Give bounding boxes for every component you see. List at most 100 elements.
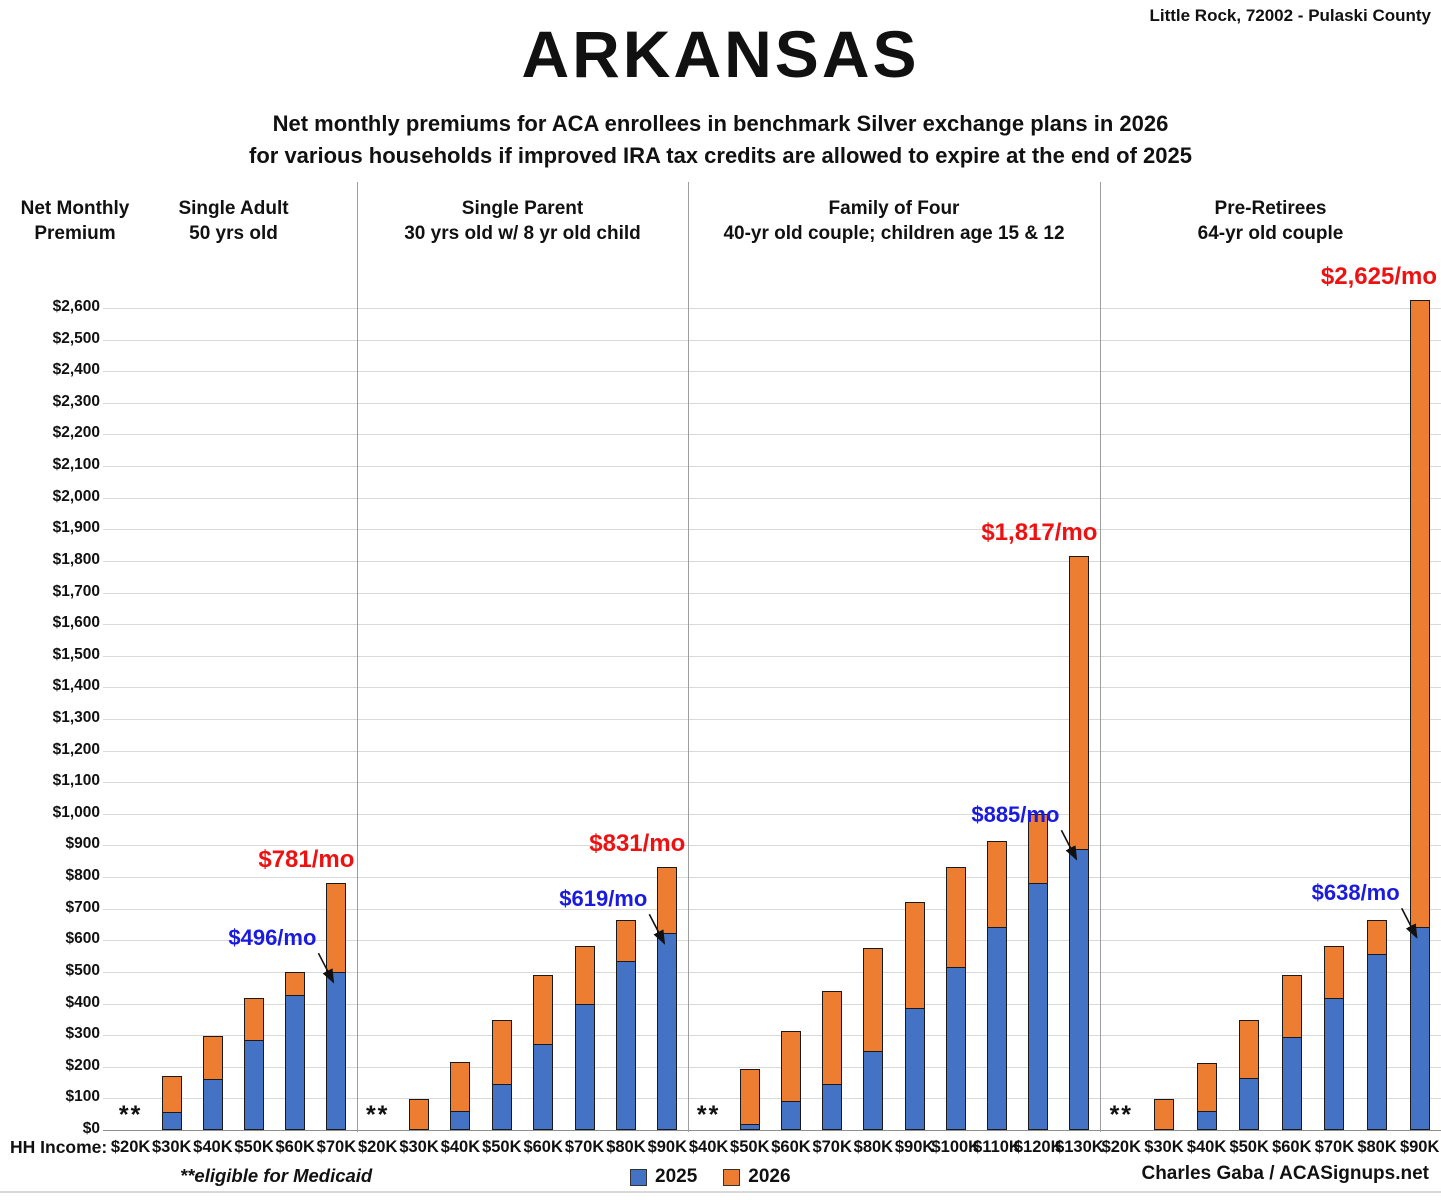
annotation-2026-label: $1,817/mo: [981, 518, 1098, 546]
bar-2025-segment: [491, 1084, 512, 1130]
y-tick-label: $2,200: [52, 424, 100, 442]
gridline: [103, 750, 1441, 752]
x-tick-label: $30K: [1144, 1138, 1184, 1156]
annotation-2025-label: $638/mo: [1311, 880, 1400, 906]
x-tick-label: $80K: [606, 1138, 646, 1156]
bar-2026-segment: [1367, 919, 1388, 1130]
annotation-2026-label: $831/mo: [589, 830, 686, 858]
gridline: [103, 687, 1441, 689]
plot-area: [103, 295, 1441, 1131]
y-tick-label: $900: [65, 835, 100, 853]
gridline: [103, 371, 1441, 373]
y-tick-label: $300: [65, 1025, 100, 1043]
bar-2026-segment: [1153, 1099, 1174, 1130]
x-tick-label: $20K: [110, 1138, 151, 1156]
bar-2025-segment: [1196, 1110, 1217, 1130]
y-tick-label: $1,000: [52, 803, 100, 821]
bar-2025-segment: [615, 960, 636, 1130]
bar-2026-segment: [450, 1062, 471, 1130]
gridline: [103, 466, 1441, 468]
chart-title: ARKANSAS: [521, 17, 920, 91]
medicaid-marker: **: [1109, 1101, 1134, 1129]
x-tick-label: $70K: [564, 1138, 605, 1156]
y-tick-label: $2,100: [52, 456, 100, 474]
y-tick-label: $2,600: [52, 298, 100, 315]
chart-subtitle-line1: Net monthly premiums for ACA enrollees i…: [272, 111, 1169, 136]
bar-2025-segment: [1324, 998, 1345, 1130]
bar-2026-segment: [1196, 1062, 1217, 1130]
chart-subtitle-line2: for various households if improved IRA t…: [249, 142, 1192, 168]
gridline: [103, 1035, 1441, 1037]
y-axis-tick-labels: $0 $100 $200 $300 $400 $500 $600 $700 $800 $900 $1…: [0, 295, 100, 1137]
bar-2025-segment: [1281, 1037, 1302, 1130]
gridline: [103, 1003, 1441, 1005]
x-tick-label: $30K: [399, 1138, 439, 1156]
y-tick-label: $1,100: [52, 772, 100, 790]
bar-2026-segment: [202, 1035, 223, 1130]
y-tick-label: $800: [65, 867, 100, 885]
y-tick-label: $1,600: [52, 614, 100, 632]
gridline: [103, 1098, 1441, 1100]
group-divider: [1100, 182, 1101, 1132]
bar-2025-segment: [244, 1039, 265, 1130]
bar-2026-segment: [1324, 946, 1345, 1130]
group-header-line1: Pre-Retirees: [1214, 198, 1327, 219]
x-tick-label: $70K: [316, 1138, 357, 1156]
x-tick-label: $40K: [193, 1138, 233, 1156]
location-line: Little Rock, 72002 - Pulaski County: [1149, 6, 1431, 25]
gridline: [103, 402, 1441, 404]
bar-2026-segment: [904, 901, 925, 1130]
annotation-2026-label: $2,625/mo: [1320, 263, 1437, 291]
annotation-2025-label: $885/mo: [971, 802, 1060, 828]
y-tick-label: $1,500: [52, 645, 100, 663]
x-tick-label: $20K: [1101, 1138, 1142, 1156]
y-tick-label: $700: [65, 898, 100, 916]
y-tick-label: $400: [65, 993, 100, 1011]
y-tick-label: $1,700: [52, 582, 100, 600]
bar-2026-segment: [1069, 555, 1090, 1130]
x-tick-label: $90K: [647, 1138, 688, 1156]
bar-2025-segment: [781, 1101, 801, 1130]
bar-2026-segment: [1028, 814, 1049, 1130]
medicaid-marker: **: [696, 1101, 721, 1129]
bar-2025-segment: [202, 1079, 223, 1130]
y-tick-label: $0: [82, 1120, 100, 1137]
gridline: [103, 845, 1441, 847]
x-tick-label: $40K: [1186, 1138, 1227, 1156]
y-axis-title-line2: Premium: [34, 222, 116, 244]
gridline: [103, 434, 1441, 436]
gridline: [103, 308, 1441, 309]
bar-2025-segment: [1069, 849, 1090, 1130]
chart-subtitle: Net monthly premiums for ACA enrollees i…: [0, 108, 1441, 172]
y-axis-title: Net Monthly Premium: [0, 197, 150, 246]
bar-2025-segment: [161, 1111, 182, 1130]
gridline: [103, 782, 1441, 784]
gridline: [103, 655, 1441, 657]
bar-2026-segment: [244, 997, 265, 1130]
group-header: Single Adult 50 yrs old: [110, 197, 357, 246]
annotation-2025-label: $619/mo: [559, 886, 648, 912]
x-tick-label: $110K: [973, 1138, 1021, 1156]
y-tick-label: $1,900: [52, 519, 100, 537]
gridline: [103, 624, 1441, 626]
x-tick-label: $130K: [1055, 1138, 1104, 1156]
bar-2026-segment: [739, 1069, 760, 1130]
gridline: [103, 339, 1441, 341]
bottom-edge-line: [0, 1191, 1441, 1193]
x-tick-label: $30K: [152, 1138, 192, 1156]
bar-2026-segment: [491, 1020, 512, 1130]
group-header: Family of Four 40-yr old couple; children…: [688, 197, 1100, 246]
y-tick-label: $2,400: [52, 361, 100, 379]
legend-label-2025: 2025: [655, 1166, 698, 1187]
bar-2026-segment: [781, 1031, 801, 1130]
gridline: [103, 908, 1441, 910]
gridline: [103, 940, 1441, 942]
bar-2026-segment: [863, 947, 884, 1130]
group-header-line2: 30 yrs old w/ 8 yr old child: [404, 222, 641, 244]
x-tick-label: $60K: [771, 1138, 811, 1156]
bar-2025-segment: [533, 1043, 554, 1130]
y-axis-title-line1: Net Monthly: [20, 198, 130, 219]
gridline: [103, 877, 1441, 879]
x-tick-label: $60K: [523, 1138, 563, 1156]
